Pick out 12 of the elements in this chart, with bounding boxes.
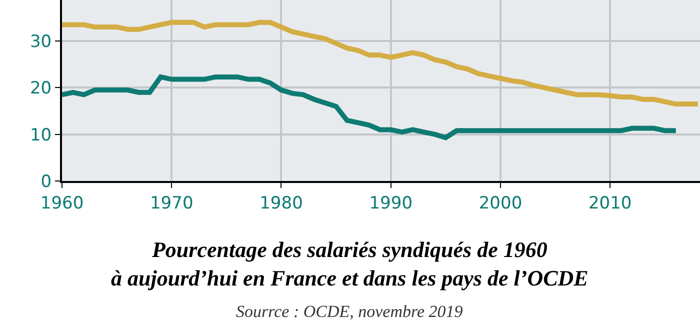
x-tick-label: 1990 <box>369 193 413 214</box>
y-tick-label: 20 <box>30 78 52 99</box>
x-tick-label: 1970 <box>150 193 194 214</box>
y-tick-label: 30 <box>30 32 52 52</box>
y-tick-label: 10 <box>30 125 52 146</box>
text: Sourrce : OCDE, novembre 2019 <box>236 302 464 321</box>
x-tick-label: 2010 <box>588 193 632 214</box>
x-tick-label: 1960 <box>40 193 84 214</box>
x-tick-label: 1980 <box>260 193 303 214</box>
text: Pourcentage des salariés syndiqués de 1960 à aujourd’hui en France et dans les pays de l’OCDE <box>111 237 588 291</box>
x-tick-label: 2000 <box>478 193 522 214</box>
y-tick-label: 0 <box>40 172 52 192</box>
